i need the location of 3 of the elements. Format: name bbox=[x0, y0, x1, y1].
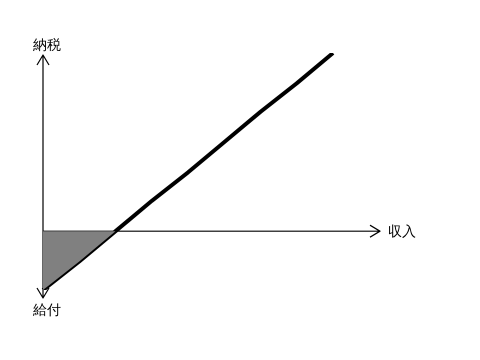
text: 給付 bbox=[32, 302, 61, 319]
x-axis-title: 収入 bbox=[388, 224, 416, 240]
y-axis-title: 納税 bbox=[33, 38, 61, 54]
